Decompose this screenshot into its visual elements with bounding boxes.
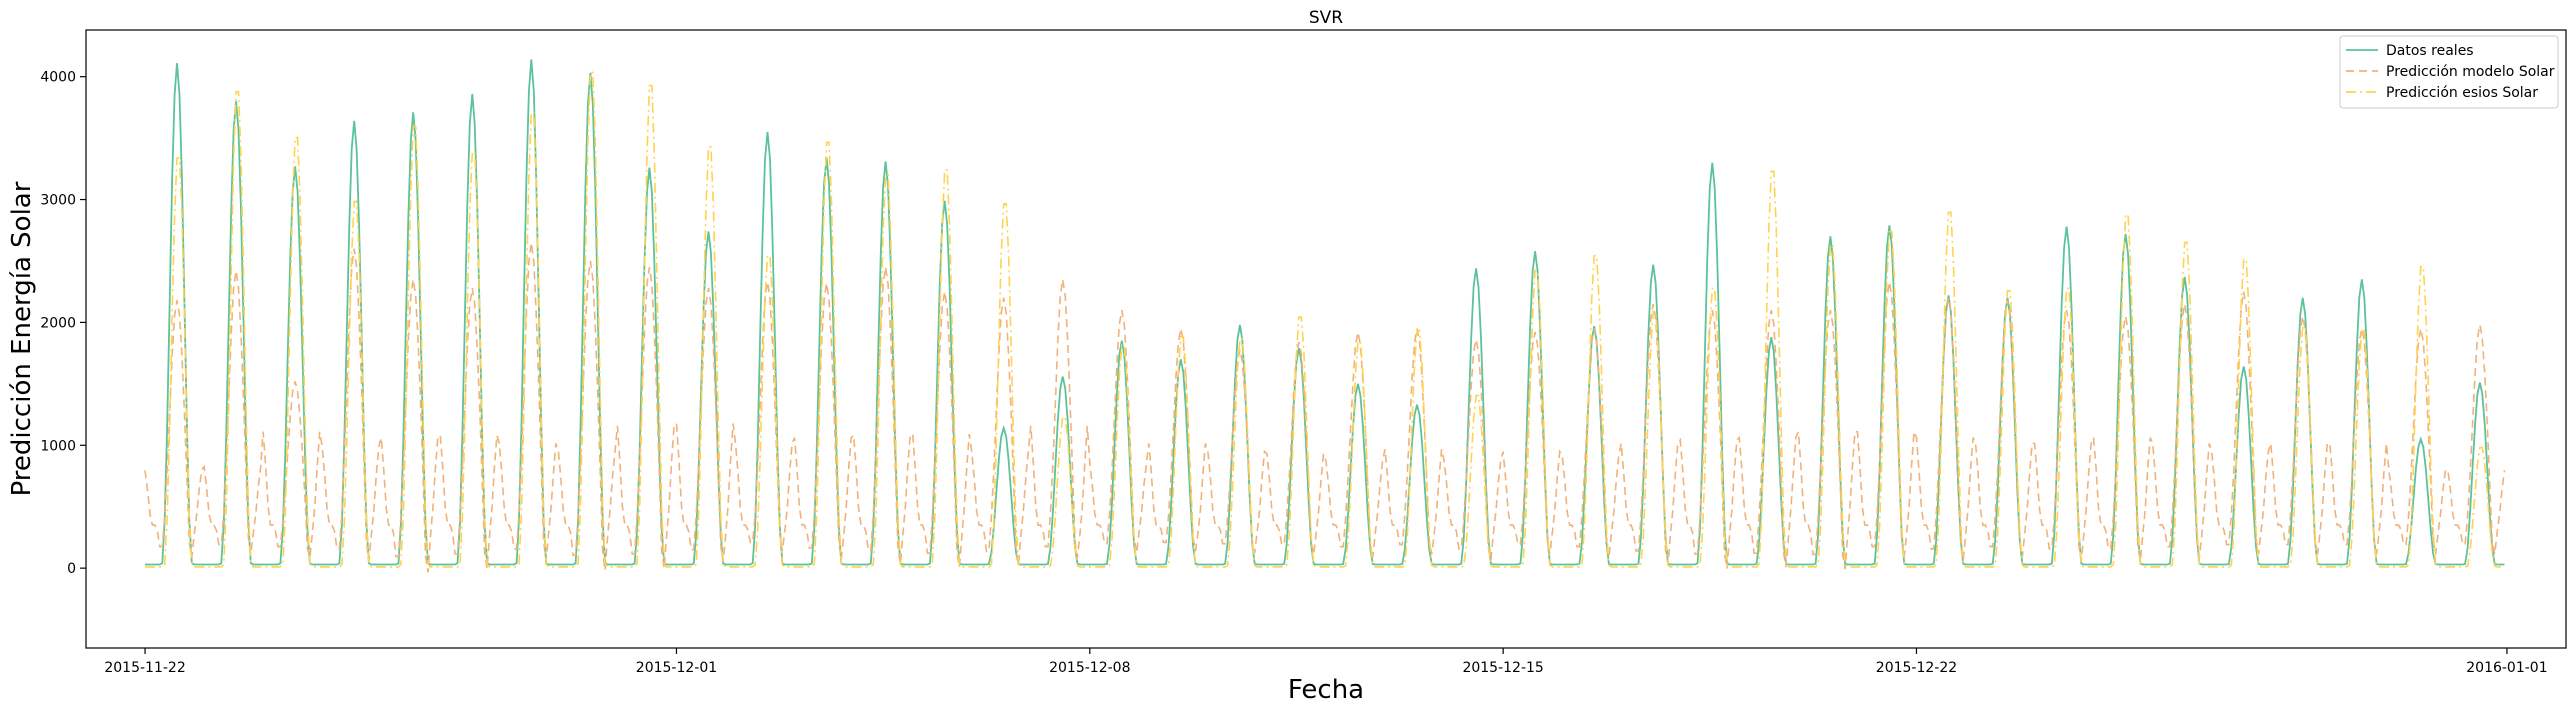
y-axis-ticks: 0 1000 2000 3000 4000 (40, 70, 86, 577)
chart-title: SVR (1309, 8, 1343, 28)
y-tick-label: 3000 (40, 193, 76, 209)
plot-area-frame (85, 29, 2567, 649)
legend-label-1: Datos reales (2386, 43, 2474, 59)
y-tick-label: 0 (67, 561, 76, 577)
x-tick-label: 2015-12-22 (1876, 660, 1957, 676)
legend: Datos reales Predicción modelo Solar Predi… (2339, 35, 2559, 109)
x-tick-label: 2015-12-15 (1462, 660, 1543, 676)
x-axis-ticks: 2015-11-22 2015-12-01 2015-12-08 2015-12-15… (104, 648, 2548, 676)
x-tick-label: 2016-01-01 (2466, 660, 2547, 676)
legend-label-2: Predicción modelo Solar (2386, 64, 2555, 80)
series-line-1 (145, 59, 2505, 566)
x-tick-label: 2015-11-22 (104, 660, 185, 676)
y-tick-label: 4000 (40, 70, 76, 86)
y-tick-label: 1000 (40, 438, 76, 454)
legend-label-3: Predicción esios Solar (2386, 85, 2538, 101)
series-line-2 (144, 242, 2506, 573)
legend-box (2339, 35, 2559, 109)
y-tick-label: 2000 (40, 315, 76, 331)
x-tick-label: 2015-12-08 (1049, 660, 1130, 676)
y-axis-label: Predicción Energía Solar (7, 181, 37, 496)
x-axis-label: Fecha (1288, 675, 1364, 705)
x-tick-label: 2015-12-01 (636, 660, 717, 676)
series-line-3 (145, 71, 2505, 568)
series-layer (144, 59, 2506, 573)
